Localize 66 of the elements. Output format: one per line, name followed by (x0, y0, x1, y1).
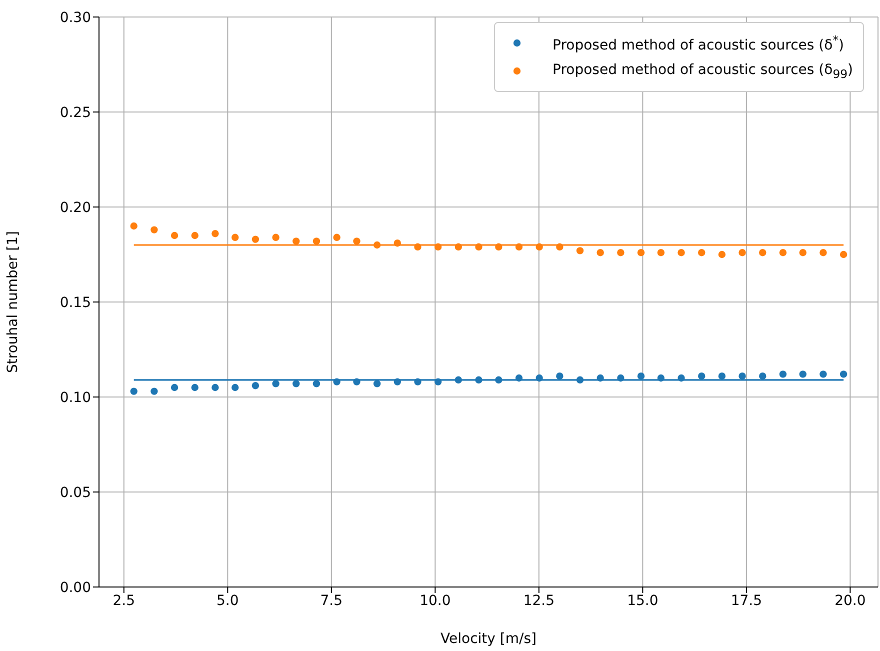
point (232, 384, 239, 392)
x-axis-title: Velocity [m/s] (440, 631, 536, 647)
point (738, 372, 746, 380)
point (617, 249, 624, 256)
point (170, 384, 178, 392)
y-tick-label: 0.25 (60, 104, 91, 121)
point (373, 380, 381, 388)
point (637, 249, 645, 256)
x-tick-label: 5.0 (216, 592, 239, 609)
point (840, 250, 848, 258)
x-tick-label: 20.0 (834, 592, 866, 609)
point (232, 234, 239, 241)
x-tick-label: 2.5 (112, 592, 136, 609)
point (212, 384, 219, 392)
y-tick-label: 0.15 (60, 294, 91, 311)
point (799, 370, 806, 378)
point (637, 372, 645, 380)
point (292, 380, 300, 388)
legend-label: Proposed method of acoustic sources (δ$_{99}$) (552, 62, 853, 80)
point (779, 249, 787, 256)
point (353, 238, 360, 245)
point (698, 249, 706, 256)
point (130, 388, 138, 395)
point (212, 230, 219, 238)
point (596, 249, 604, 256)
point (191, 232, 198, 240)
point (312, 238, 320, 245)
point (272, 234, 280, 241)
point (333, 234, 340, 241)
point (191, 384, 198, 392)
y-axis-title: Strouhal number [1] (4, 231, 21, 373)
point (272, 380, 280, 388)
point (170, 232, 178, 240)
x-tick-label: 17.5 (730, 592, 762, 609)
point (738, 249, 746, 256)
point (252, 236, 260, 243)
point (312, 380, 320, 388)
point (820, 249, 827, 256)
point (698, 372, 706, 380)
point (840, 370, 848, 378)
point (779, 370, 787, 378)
y-tick-label: 0.10 (60, 390, 91, 406)
point (576, 247, 584, 254)
point (718, 250, 726, 258)
y-tick-label: 0.00 (60, 580, 91, 596)
x-tick-label: 7.5 (320, 592, 343, 609)
x-tick-label: 15.0 (627, 592, 658, 609)
point (252, 382, 260, 390)
point (292, 238, 300, 245)
x-tick-label: 10.0 (420, 592, 451, 609)
point (150, 388, 158, 395)
point (678, 249, 685, 256)
point (820, 370, 827, 378)
point (718, 372, 726, 380)
point (799, 249, 806, 256)
y-tick-label: 0.30 (60, 10, 91, 26)
point (130, 222, 138, 230)
legend-label: Proposed method of acoustic sources (δ$^{*}$) (552, 32, 844, 54)
point (759, 372, 766, 380)
y-tick-label: 0.05 (60, 484, 91, 501)
point (150, 226, 158, 234)
point (657, 249, 665, 256)
y-tick-label: 0.20 (60, 200, 91, 216)
point (556, 372, 564, 380)
x-tick-label: 12.5 (523, 592, 555, 609)
point (759, 249, 766, 256)
